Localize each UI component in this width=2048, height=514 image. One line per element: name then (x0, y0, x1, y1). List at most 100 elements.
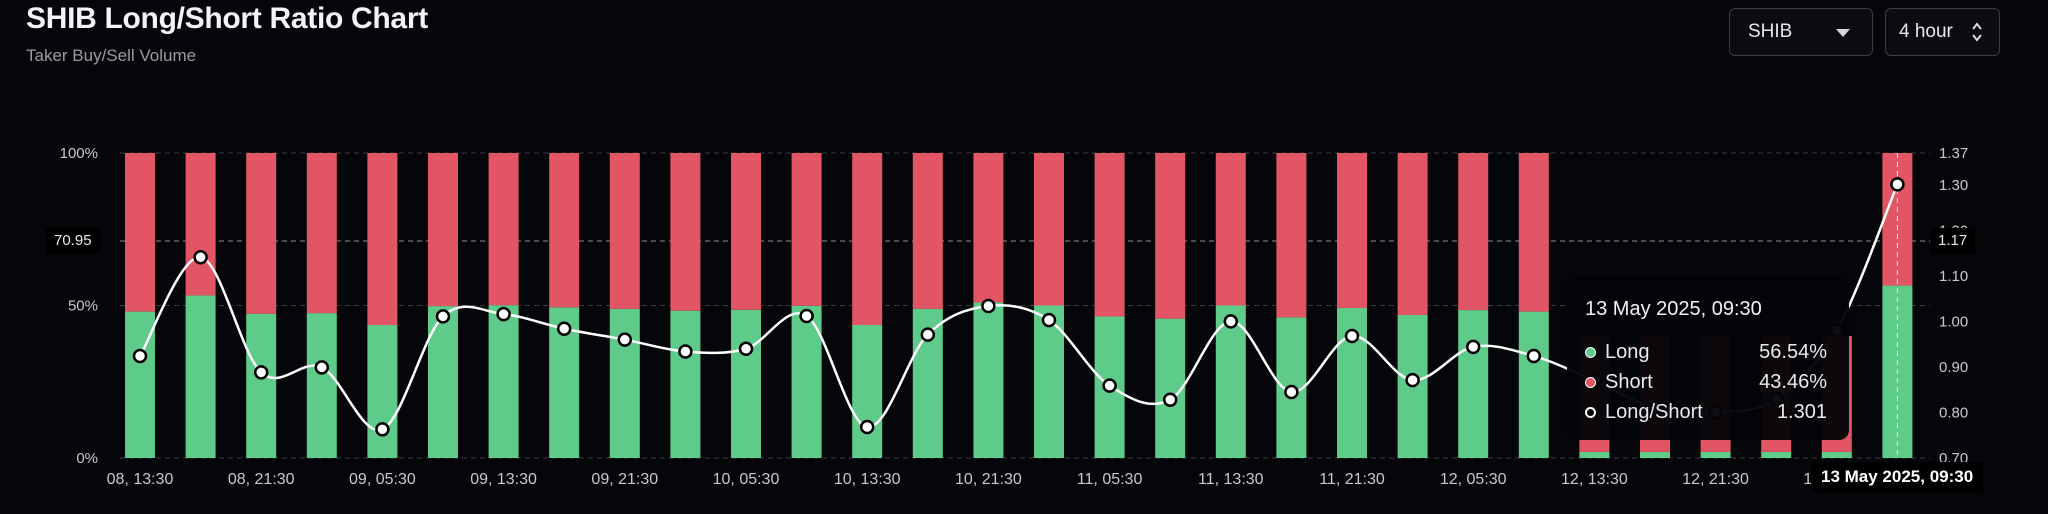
long-dot-icon (1585, 346, 1596, 358)
bar-short (549, 153, 580, 308)
ratio-point (1465, 339, 1481, 355)
right-axis-tick-label: 1.00 (1939, 313, 1968, 330)
ratio-point (1890, 177, 1905, 192)
tooltip-label: Long/Short (1605, 400, 1703, 423)
bar-long (306, 313, 337, 458)
bar-long (367, 325, 398, 458)
right-axis-tick-label: 0.90 (1939, 359, 1968, 376)
right-axis-tick-label: 1.37 (1939, 145, 1968, 162)
ratio-point (253, 365, 269, 380)
bar-short (488, 153, 519, 306)
tooltip-value: 43.46% (1759, 370, 1827, 393)
bar-short (1034, 153, 1064, 306)
right-axis-tick-label: 1.30 (1939, 177, 1968, 194)
bar-short (1518, 153, 1549, 312)
x-axis-tick-label: 10, 21:30 (955, 471, 1022, 488)
bar-long (1761, 451, 1792, 458)
bar-short (973, 153, 1004, 303)
right-axis-tick-label: 1.10 (1939, 268, 1968, 285)
ratio-point (859, 419, 875, 435)
ratio-point (314, 360, 330, 375)
bar-long (791, 305, 822, 458)
ratio-dot-icon (1585, 406, 1596, 418)
right-axis-tick-label: 0.80 (1939, 404, 1968, 421)
symbol-select[interactable]: SHIB (1729, 8, 1873, 56)
ratio-point (1102, 378, 1117, 393)
hover-tooltip: 13 May 2025, 09:30 Long 56.54% Short 43.… (1567, 276, 1849, 440)
x-axis-tick-label: 08, 13:30 (107, 471, 174, 488)
ratio-point (1405, 372, 1420, 388)
bar-short (1337, 153, 1367, 308)
x-axis-tick-label: 09, 21:30 (591, 471, 658, 488)
bar-long (488, 305, 519, 458)
bar-short (791, 153, 822, 306)
ratio-point (132, 348, 148, 364)
chevron-down-icon (1836, 29, 1850, 37)
x-axis-tick-label: 12, 05:30 (1440, 471, 1507, 488)
bar-long (246, 313, 277, 458)
bar-short (367, 153, 398, 326)
ratio-point (981, 298, 996, 314)
x-axis-tick-label: 12, 13:30 (1561, 471, 1628, 488)
ratio-point (738, 341, 754, 356)
bar-long (1518, 311, 1549, 458)
bar-long (1700, 451, 1731, 458)
x-axis-tick-label: 09, 13:30 (470, 471, 537, 488)
bar-long (1215, 305, 1246, 458)
ratio-point (1344, 328, 1360, 344)
x-axis-tick-label: 11, 21:30 (1319, 471, 1385, 488)
page-subtitle: Taker Buy/Sell Volume (26, 46, 197, 65)
bar-long (1034, 305, 1064, 458)
ratio-point (1162, 392, 1178, 407)
ratio-point (920, 327, 936, 342)
bar-long (731, 309, 761, 458)
ratio-point (193, 249, 208, 265)
ratio-point (375, 422, 390, 437)
bar-long (1821, 451, 1852, 458)
bar-short (1397, 153, 1428, 315)
bar-short (609, 153, 640, 309)
symbol-select-value: SHIB (1748, 21, 1793, 42)
interval-select[interactable]: 4 hour (1885, 8, 2000, 56)
bar-long (852, 325, 883, 458)
ratio-point (1223, 314, 1239, 329)
x-axis-tick-label: 10, 13:30 (834, 471, 901, 488)
bar-short (185, 153, 216, 296)
bar-long (1640, 451, 1670, 458)
bar-long (1155, 318, 1186, 458)
bar-short (852, 153, 883, 326)
bar-short (125, 153, 155, 312)
ratio-point (556, 321, 572, 336)
x-axis-tick-label: 11, 13:30 (1198, 471, 1264, 488)
bar-long (973, 302, 1004, 458)
x-axis-tick-label: 11, 05:30 (1077, 471, 1143, 488)
bar-short (912, 153, 943, 309)
bar-long (428, 306, 458, 458)
left-axis-tick-label: 100% (60, 145, 98, 162)
interval-select-value: 4 hour (1899, 21, 1953, 42)
tooltip-row-short: Short 43.46% (1585, 367, 1827, 397)
up-down-chevron-icon (1972, 22, 1982, 42)
page-title: SHIB Long/Short Ratio Chart (26, 2, 428, 35)
bar-short (306, 153, 337, 314)
ratio-point (678, 344, 693, 359)
tooltip-row-long: Long 56.54% (1585, 337, 1827, 367)
x-axis-tick-label: 09, 05:30 (349, 471, 416, 488)
tooltip-label: Long (1605, 340, 1650, 363)
bar-short (1276, 153, 1307, 318)
tooltip-label: Short (1605, 370, 1653, 393)
ratio-point (435, 309, 451, 324)
bar-long (1458, 310, 1489, 458)
ratio-point (617, 332, 633, 347)
ratio-point (1284, 384, 1299, 400)
x-axis-tick-label: 08, 21:30 (228, 471, 295, 488)
bar-short (1155, 153, 1186, 319)
tooltip-value: 1.301 (1776, 400, 1827, 423)
bar-short (428, 153, 458, 307)
ratio-point (799, 308, 814, 324)
bar-short (1215, 153, 1246, 306)
bar-long (1579, 451, 1610, 458)
bar-short (246, 153, 277, 314)
x-axis-tick-label: 12, 21:30 (1682, 471, 1749, 488)
tooltip-date: 13 May 2025, 09:30 (1585, 298, 1762, 320)
